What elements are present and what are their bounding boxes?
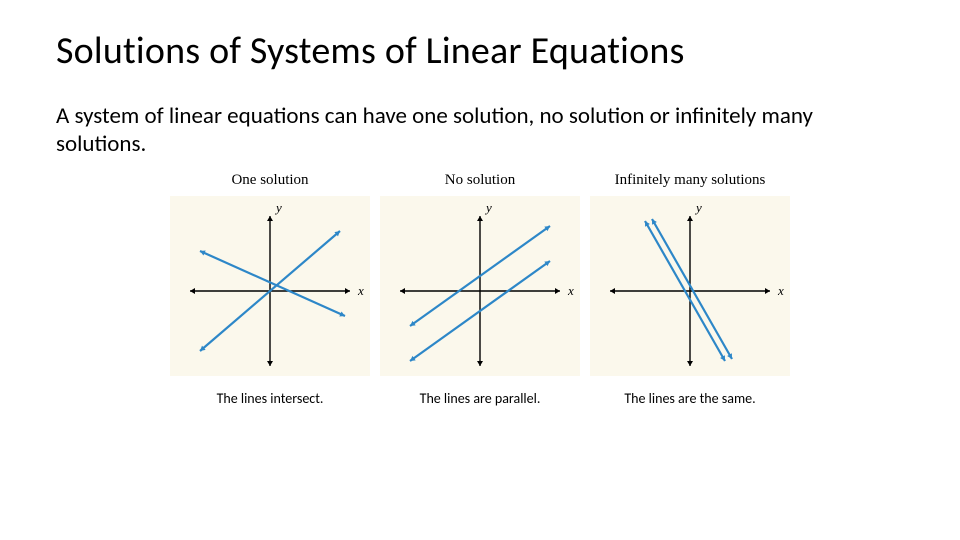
x-axis-label: x [777, 283, 784, 298]
figure-row: One solutionxyThe lines intersect.No sol… [56, 172, 904, 407]
y-axis-label: y [274, 200, 282, 215]
panel-caption: The lines intersect. [217, 390, 324, 407]
panel-title: One solution [231, 172, 308, 190]
x-axis-label: x [567, 283, 574, 298]
panel-caption: The lines are the same. [624, 390, 755, 407]
panel-graph: xy [380, 196, 580, 376]
figure-panel: One solutionxyThe lines intersect. [165, 172, 375, 407]
panel-graph: xy [170, 196, 370, 376]
axis-arrowhead-icon [555, 288, 560, 294]
axis-arrowhead-icon [345, 288, 350, 294]
y-axis-label: y [694, 200, 702, 215]
y-axis-label: y [484, 200, 492, 215]
figure-panel: No solutionxyThe lines are parallel. [375, 172, 585, 407]
axis-arrowhead-icon [190, 288, 195, 294]
panel-caption: The lines are parallel. [420, 390, 541, 407]
equation-line [200, 251, 345, 316]
panel-graph: xy [590, 196, 790, 376]
axis-arrowhead-icon [267, 361, 273, 366]
axis-arrowhead-icon [610, 288, 615, 294]
axis-arrowhead-icon [687, 216, 693, 221]
slide: Solutions of Systems of Linear Equations… [0, 0, 960, 540]
equation-line [652, 219, 732, 359]
figure-panel: Infinitely many solutionsxyThe lines are… [585, 172, 795, 407]
axis-arrowhead-icon [400, 288, 405, 294]
axis-arrowhead-icon [477, 216, 483, 221]
axis-arrowhead-icon [765, 288, 770, 294]
panel-title: Infinitely many solutions [615, 172, 766, 190]
axis-arrowhead-icon [687, 361, 693, 366]
slide-title: Solutions of Systems of Linear Equations [56, 28, 904, 74]
panel-title: No solution [445, 172, 515, 190]
x-axis-label: x [357, 283, 364, 298]
slide-body-text: A system of linear equations can have on… [56, 102, 836, 158]
axis-arrowhead-icon [477, 361, 483, 366]
axis-arrowhead-icon [267, 216, 273, 221]
